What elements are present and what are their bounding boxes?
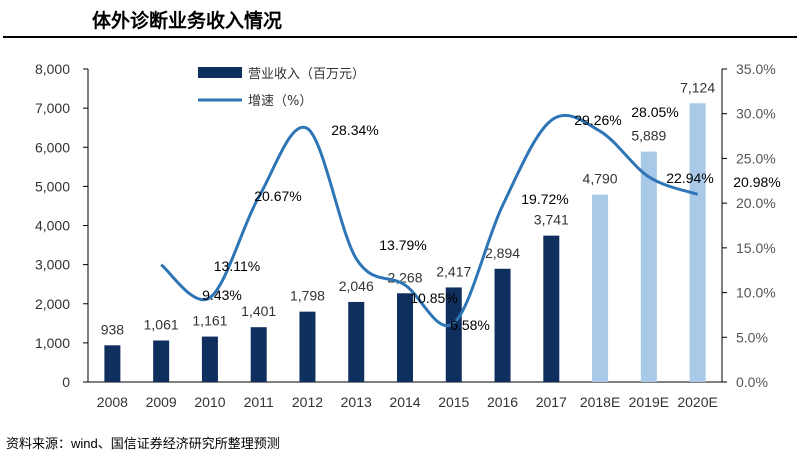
x-tick-label: 2013 <box>341 394 372 410</box>
growth-value-label: 19.72% <box>521 191 568 207</box>
legend-bar-label: 营业收入（百万元） <box>248 67 365 82</box>
left-tick-label: 8,000 <box>35 61 70 77</box>
bar-2015 <box>445 287 462 382</box>
right-tick-label: 15.0% <box>736 240 776 256</box>
bar-2016 <box>494 268 511 382</box>
bar-value-label: 1,401 <box>241 303 276 319</box>
bar-value-label: 2,894 <box>485 245 520 261</box>
left-tick-label: 7,000 <box>35 100 70 116</box>
bar-value-label: 4,790 <box>583 171 618 187</box>
bar-2012 <box>299 311 316 382</box>
growth-value-label: 13.11% <box>214 258 260 274</box>
source-note: 资料来源：wind、国信证券经济研究所整理预测 <box>6 436 280 451</box>
right-tick-label: 0.0% <box>736 374 768 390</box>
title-divider <box>3 36 797 38</box>
bar-value-label: 2,268 <box>387 269 422 285</box>
bar-value-label: 7,124 <box>680 79 715 95</box>
bar-value-label: 1,798 <box>290 288 325 304</box>
left-tick-label: 0 <box>62 374 70 390</box>
bar-value-label: 5,889 <box>631 128 666 144</box>
left-tick-label: 6,000 <box>35 139 70 155</box>
bar-2013 <box>348 301 365 382</box>
bar-value-label: 2,046 <box>339 278 374 294</box>
bar-2014 <box>397 293 413 382</box>
x-tick-label: 2018E <box>580 394 620 410</box>
left-tick-label: 2,000 <box>35 296 70 312</box>
bar-value-label: 1,061 <box>144 316 179 332</box>
x-tick-label: 2017 <box>536 394 567 410</box>
bar-2019E <box>640 151 657 382</box>
x-tick-label: 2012 <box>292 394 323 410</box>
bar-2017 <box>543 235 560 382</box>
growth-value-label: 29.26% <box>574 112 621 128</box>
bar-2008 <box>104 345 121 382</box>
right-tick-label: 30.0% <box>736 106 776 122</box>
left-tick-label: 5,000 <box>35 178 70 194</box>
growth-value-label: 28.05% <box>631 104 678 120</box>
chart-title: 体外诊断业务收入情况 <box>92 10 283 32</box>
growth-value-label: 20.98% <box>733 174 780 190</box>
right-tick-label: 5.0% <box>736 329 768 345</box>
left-tick-label: 4,000 <box>35 218 70 234</box>
bar-2020E <box>689 103 706 382</box>
growth-value-label: 9.43% <box>202 287 242 303</box>
bar-2010 <box>201 336 218 382</box>
x-tick-label: 2015 <box>438 394 469 410</box>
x-tick-label: 2019E <box>629 394 669 410</box>
left-tick-label: 1,000 <box>35 335 70 351</box>
bar-value-label: 1,161 <box>192 313 227 329</box>
x-tick-label: 2011 <box>244 394 274 410</box>
bar-2009 <box>153 340 170 382</box>
growth-line <box>160 113 699 328</box>
right-tick-label: 10.0% <box>736 285 776 301</box>
growth-value-label: 20.67% <box>254 188 301 204</box>
bar-value-label: 938 <box>101 321 125 337</box>
x-tick-label: 2009 <box>146 394 177 410</box>
bar-2018E <box>592 194 609 382</box>
left-tick-label: 3,000 <box>35 257 70 273</box>
right-tick-label: 25.0% <box>736 150 776 166</box>
legend-bar-swatch <box>198 67 242 78</box>
growth-value-label: 28.34% <box>331 122 378 138</box>
x-tick-label: 2014 <box>389 394 420 410</box>
bar-2011 <box>250 327 267 382</box>
x-tick-label: 2010 <box>194 394 225 410</box>
x-tick-label: 2016 <box>487 394 518 410</box>
growth-value-label: 6.58% <box>450 317 490 333</box>
legend-line-label: 增速（%） <box>248 94 312 109</box>
x-tick-label: 2008 <box>97 394 128 410</box>
right-tick-label: 20.0% <box>736 195 776 211</box>
right-tick-label: 35.0% <box>736 61 776 77</box>
growth-value-label: 13.79% <box>379 237 426 253</box>
growth-value-label: 22.94% <box>666 170 713 186</box>
bar-value-label: 3,741 <box>534 212 569 228</box>
growth-value-label: 10.85% <box>410 290 457 306</box>
x-tick-label: 2020E <box>677 394 717 410</box>
bar-value-label: 2,417 <box>436 263 471 279</box>
